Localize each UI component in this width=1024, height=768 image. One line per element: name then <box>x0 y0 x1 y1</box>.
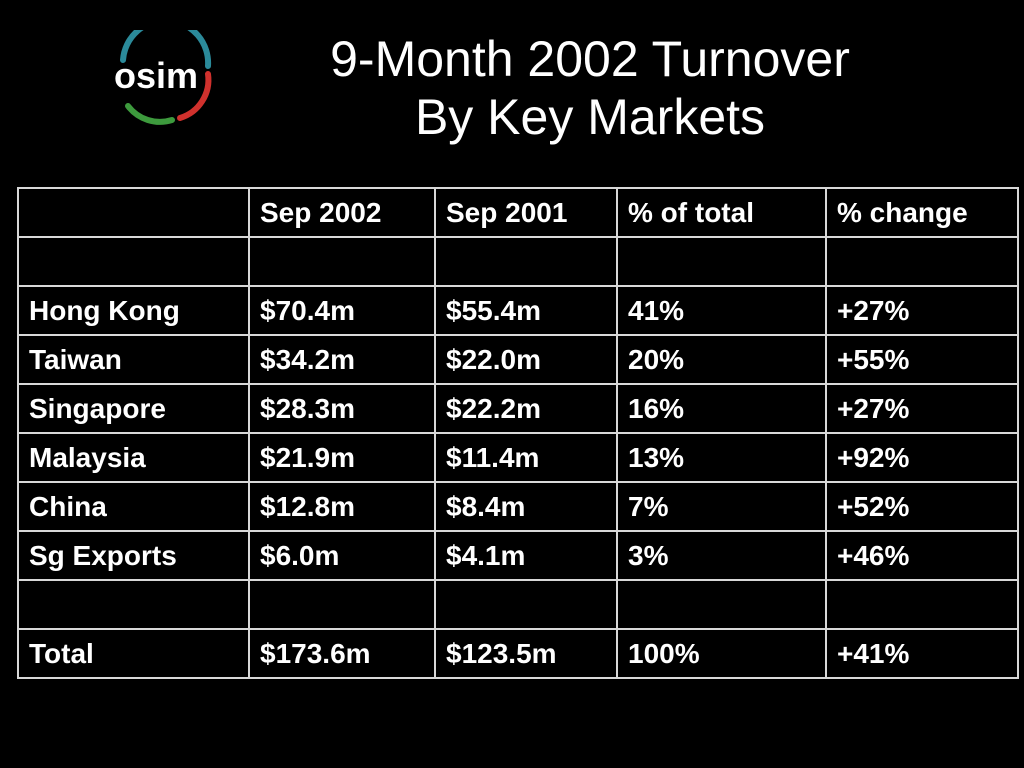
table-cell: +55% <box>825 334 1019 385</box>
table-cell: Taiwan <box>17 334 250 385</box>
table-cell <box>434 579 618 630</box>
table-cell: $70.4m <box>248 285 436 336</box>
table-cell: $8.4m <box>434 481 618 532</box>
table-cell: Malaysia <box>17 432 250 483</box>
slide-title: 9-Month 2002 Turnover By Key Markets <box>240 30 940 146</box>
table-cell <box>248 236 436 287</box>
table-cell: Total <box>17 628 250 679</box>
table-cell: +27% <box>825 383 1019 434</box>
table-cell: $123.5m <box>434 628 618 679</box>
osim-logo-icon: osim <box>114 30 212 125</box>
header-cell: Sep 2001 <box>434 187 618 238</box>
table-cell: 7% <box>616 481 827 532</box>
table-cell: +52% <box>825 481 1019 532</box>
table-cell: China <box>17 481 250 532</box>
table-cell: $28.3m <box>248 383 436 434</box>
table-row: Sg Exports $6.0m $4.1m 3% +46% <box>17 530 1019 581</box>
table-cell: 13% <box>616 432 827 483</box>
slide-title-line-2: By Key Markets <box>414 89 766 145</box>
table-cell: $34.2m <box>248 334 436 385</box>
table-cell: $11.4m <box>434 432 618 483</box>
osim-logo-text: osim <box>114 55 198 96</box>
table-cell: $4.1m <box>434 530 618 581</box>
table-row: China $12.8m $8.4m 7% +52% <box>17 481 1019 532</box>
table-cell <box>434 236 618 287</box>
table-total-row: Total $173.6m $123.5m 100% +41% <box>17 628 1019 679</box>
table-cell: Hong Kong <box>17 285 250 336</box>
table-cell <box>825 579 1019 630</box>
table-cell: +46% <box>825 530 1019 581</box>
turnover-table: Sep 2002 Sep 2001 % of total % change Ho… <box>17 187 1019 679</box>
table-row: Hong Kong $70.4m $55.4m 41% +27% <box>17 285 1019 336</box>
table-cell <box>17 236 250 287</box>
slide-title-line-1: 9-Month 2002 Turnover <box>330 31 850 87</box>
table-cell <box>17 579 250 630</box>
table-cell: Sg Exports <box>17 530 250 581</box>
table-cell: 41% <box>616 285 827 336</box>
table-cell <box>248 579 436 630</box>
table-cell: 16% <box>616 383 827 434</box>
osim-logo: osim <box>98 30 220 130</box>
table-row <box>17 579 1019 630</box>
table-cell: +92% <box>825 432 1019 483</box>
table-cell: +41% <box>825 628 1019 679</box>
table-cell: $55.4m <box>434 285 618 336</box>
table-cell: $12.8m <box>248 481 436 532</box>
table-cell: +27% <box>825 285 1019 336</box>
table-cell: $6.0m <box>248 530 436 581</box>
table-cell: Singapore <box>17 383 250 434</box>
table-cell: 20% <box>616 334 827 385</box>
table-cell <box>616 579 827 630</box>
table-row: Malaysia $21.9m $11.4m 13% +92% <box>17 432 1019 483</box>
table-row <box>17 236 1019 287</box>
table-cell: $21.9m <box>248 432 436 483</box>
header-cell: % change <box>825 187 1019 238</box>
header-cell: % of total <box>616 187 827 238</box>
table-cell: $22.0m <box>434 334 618 385</box>
header-cell: Sep 2002 <box>248 187 436 238</box>
table-row: Taiwan $34.2m $22.0m 20% +55% <box>17 334 1019 385</box>
table-cell: $22.2m <box>434 383 618 434</box>
header-cell <box>17 187 250 238</box>
table-cell <box>825 236 1019 287</box>
table-cell: 3% <box>616 530 827 581</box>
table-cell: 100% <box>616 628 827 679</box>
table-row: Singapore $28.3m $22.2m 16% +27% <box>17 383 1019 434</box>
table-header-row: Sep 2002 Sep 2001 % of total % change <box>17 187 1019 238</box>
table-cell: $173.6m <box>248 628 436 679</box>
table-cell <box>616 236 827 287</box>
